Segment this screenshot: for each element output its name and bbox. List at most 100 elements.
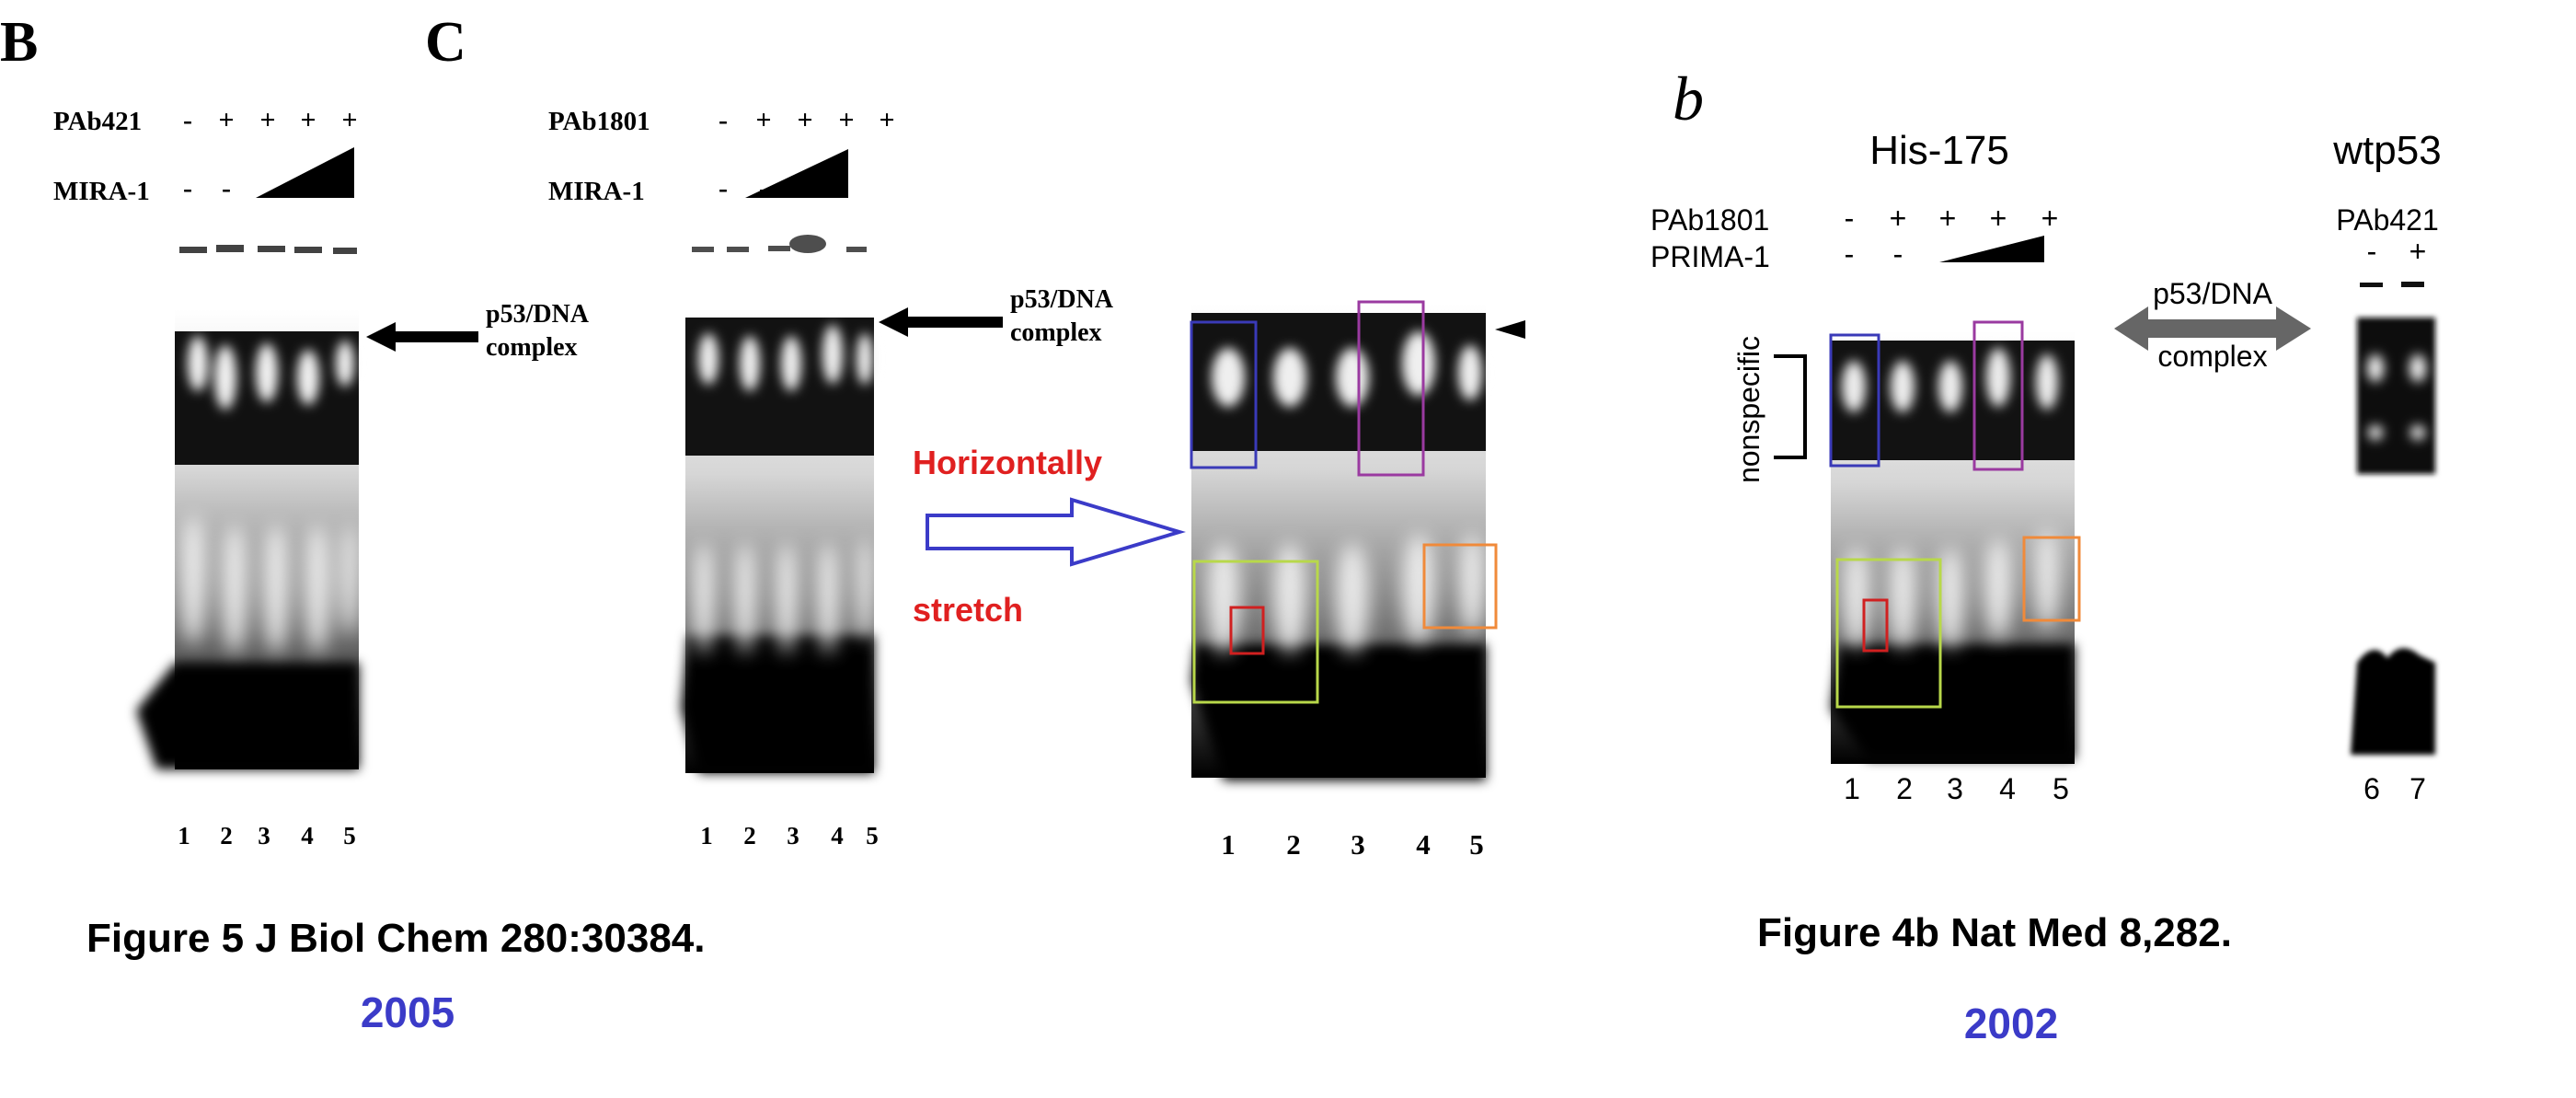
lane-number: 3 [1351, 828, 1365, 861]
highlight-box-green [1835, 558, 1942, 709]
sign: - [719, 105, 728, 135]
lane-number: 1 [1844, 772, 1860, 805]
concentration-wedge [256, 147, 354, 198]
wtp53-title: wtp53 [2332, 128, 2441, 173]
his-lane-numbers: 1 2 3 4 5 [1844, 772, 2069, 805]
sign: - [183, 105, 192, 135]
panel-c-lane-numbers: 1 2 3 4 5 [700, 822, 879, 850]
highlight-box-blue [1190, 320, 1258, 469]
wtp53-gel [2351, 281, 2435, 755]
stretched-lane-numbers: 1 2 3 4 5 [1221, 828, 1484, 861]
sign: + [1990, 202, 2007, 235]
sign: + [2409, 235, 2427, 268]
lane-number: 5 [1469, 828, 1484, 861]
highlight-box-blue [1829, 333, 1880, 468]
sign: - [1893, 237, 1903, 271]
sign: - [759, 173, 768, 203]
panel-c-antibody-label: PAb1801 [548, 107, 650, 136]
panel-c-letter: C [425, 11, 466, 74]
complex-label: complex [2157, 340, 2267, 373]
antibody-label: PAb1801 [1650, 203, 1769, 237]
highlight-box-red [1862, 598, 1889, 653]
antibody-signs: - + + + + [1845, 202, 2059, 235]
highlight-box-orange [2022, 536, 2081, 622]
left-caption: Figure 5 J Biol Chem 280:30384. [86, 916, 706, 961]
sign: - [719, 173, 728, 203]
panel-b-lane-numbers: 1 2 3 4 5 [178, 822, 356, 850]
sign: + [755, 105, 771, 135]
highlight-box-red [1229, 606, 1265, 655]
panel-b-complex-label: complex [486, 333, 578, 362]
complex-label: p53/DNA [2153, 277, 2273, 310]
panel-c-complex-label: p53/DNA [1010, 285, 1114, 314]
lane-number: 6 [2363, 772, 2380, 805]
panel-b-drug-label: MIRA-1 [53, 177, 150, 206]
panel-c-antibody-signs: - + + + + [719, 105, 895, 135]
panel-b-antibody-label: PAb421 [53, 107, 142, 136]
lane-number: 4 [831, 822, 844, 850]
lane-number: 4 [1999, 772, 2016, 805]
highlight-box-orange [1422, 543, 1498, 630]
sign: + [2041, 202, 2059, 235]
nonspecific-bracket [1774, 354, 1807, 459]
lane-number: 1 [1221, 828, 1236, 861]
annotation-line-1: Horizontally [913, 444, 1102, 481]
sign: + [797, 105, 812, 135]
sign: + [259, 105, 275, 135]
sign: + [1890, 202, 1907, 235]
panel-letter: b [1673, 64, 1704, 133]
sign: - [1845, 237, 1855, 271]
sign: + [879, 105, 894, 135]
stretched-gel [1191, 304, 1486, 780]
panel-b-right: b His-175 wtp53 PAb1801 - + + + + PRIMA-… [1650, 64, 2442, 805]
lane-number: 7 [2409, 772, 2426, 805]
panel-c-gel [681, 235, 874, 773]
lane-number: 4 [1416, 828, 1431, 861]
complex-arrow [366, 322, 478, 352]
right-year: 2002 [1964, 1000, 2058, 1047]
complex-arrow [879, 307, 1003, 337]
lane-number: 5 [866, 822, 879, 850]
nonspecific-label: nonspecific [1732, 336, 1765, 483]
stretched-panel: 1 2 3 4 5 [1190, 300, 1525, 861]
wt-antibody-label: PAb421 [2336, 203, 2439, 237]
sign: - [2367, 235, 2377, 268]
panel-c: C PAb1801 - + + + + MIRA-1 - - [425, 11, 1114, 850]
sign: + [218, 105, 234, 135]
lane-number: 2 [1896, 772, 1913, 805]
lane-number: 2 [743, 822, 756, 850]
sign: - [222, 173, 231, 203]
lane-number: 3 [258, 822, 270, 850]
double-arrow [2114, 306, 2311, 351]
complex-marker [1495, 320, 1525, 339]
lane-number: 2 [1286, 828, 1301, 861]
captions: Figure 5 J Biol Chem 280:30384. 2005 Fig… [86, 910, 2232, 1047]
highlight-box-purple [1972, 320, 2024, 471]
concentration-wedge [1939, 236, 2044, 262]
panel-b-gel [136, 245, 359, 769]
sign: + [341, 105, 357, 135]
drug-label: PRIMA-1 [1650, 240, 1770, 273]
sign: + [838, 105, 854, 135]
panel-b-complex-label: p53/DNA [486, 300, 590, 329]
sign: - [183, 173, 192, 203]
panel-b: B PAb421 - + + + + MIRA-1 - - [0, 11, 590, 850]
lane-number: 4 [301, 822, 314, 850]
panel-c-complex-label: complex [1010, 318, 1102, 347]
sign: + [1939, 202, 1957, 235]
sign: - [1845, 202, 1855, 235]
sign: + [300, 105, 316, 135]
lane-number: 5 [343, 822, 356, 850]
stretch-arrow [926, 497, 1186, 567]
lane-number: 3 [787, 822, 799, 850]
right-caption: Figure 4b Nat Med 8,282. [1757, 910, 2232, 955]
annotation-line-2: stretch [913, 591, 1023, 629]
panel-b-antibody-signs: - + + + + [183, 105, 358, 135]
stretch-annotation: Horizontally stretch [913, 444, 1186, 629]
highlight-box-purple [1357, 300, 1425, 477]
his-175-gel [1831, 331, 2075, 764]
lane-number: 2 [220, 822, 233, 850]
panel-c-drug-label: MIRA-1 [548, 177, 645, 206]
